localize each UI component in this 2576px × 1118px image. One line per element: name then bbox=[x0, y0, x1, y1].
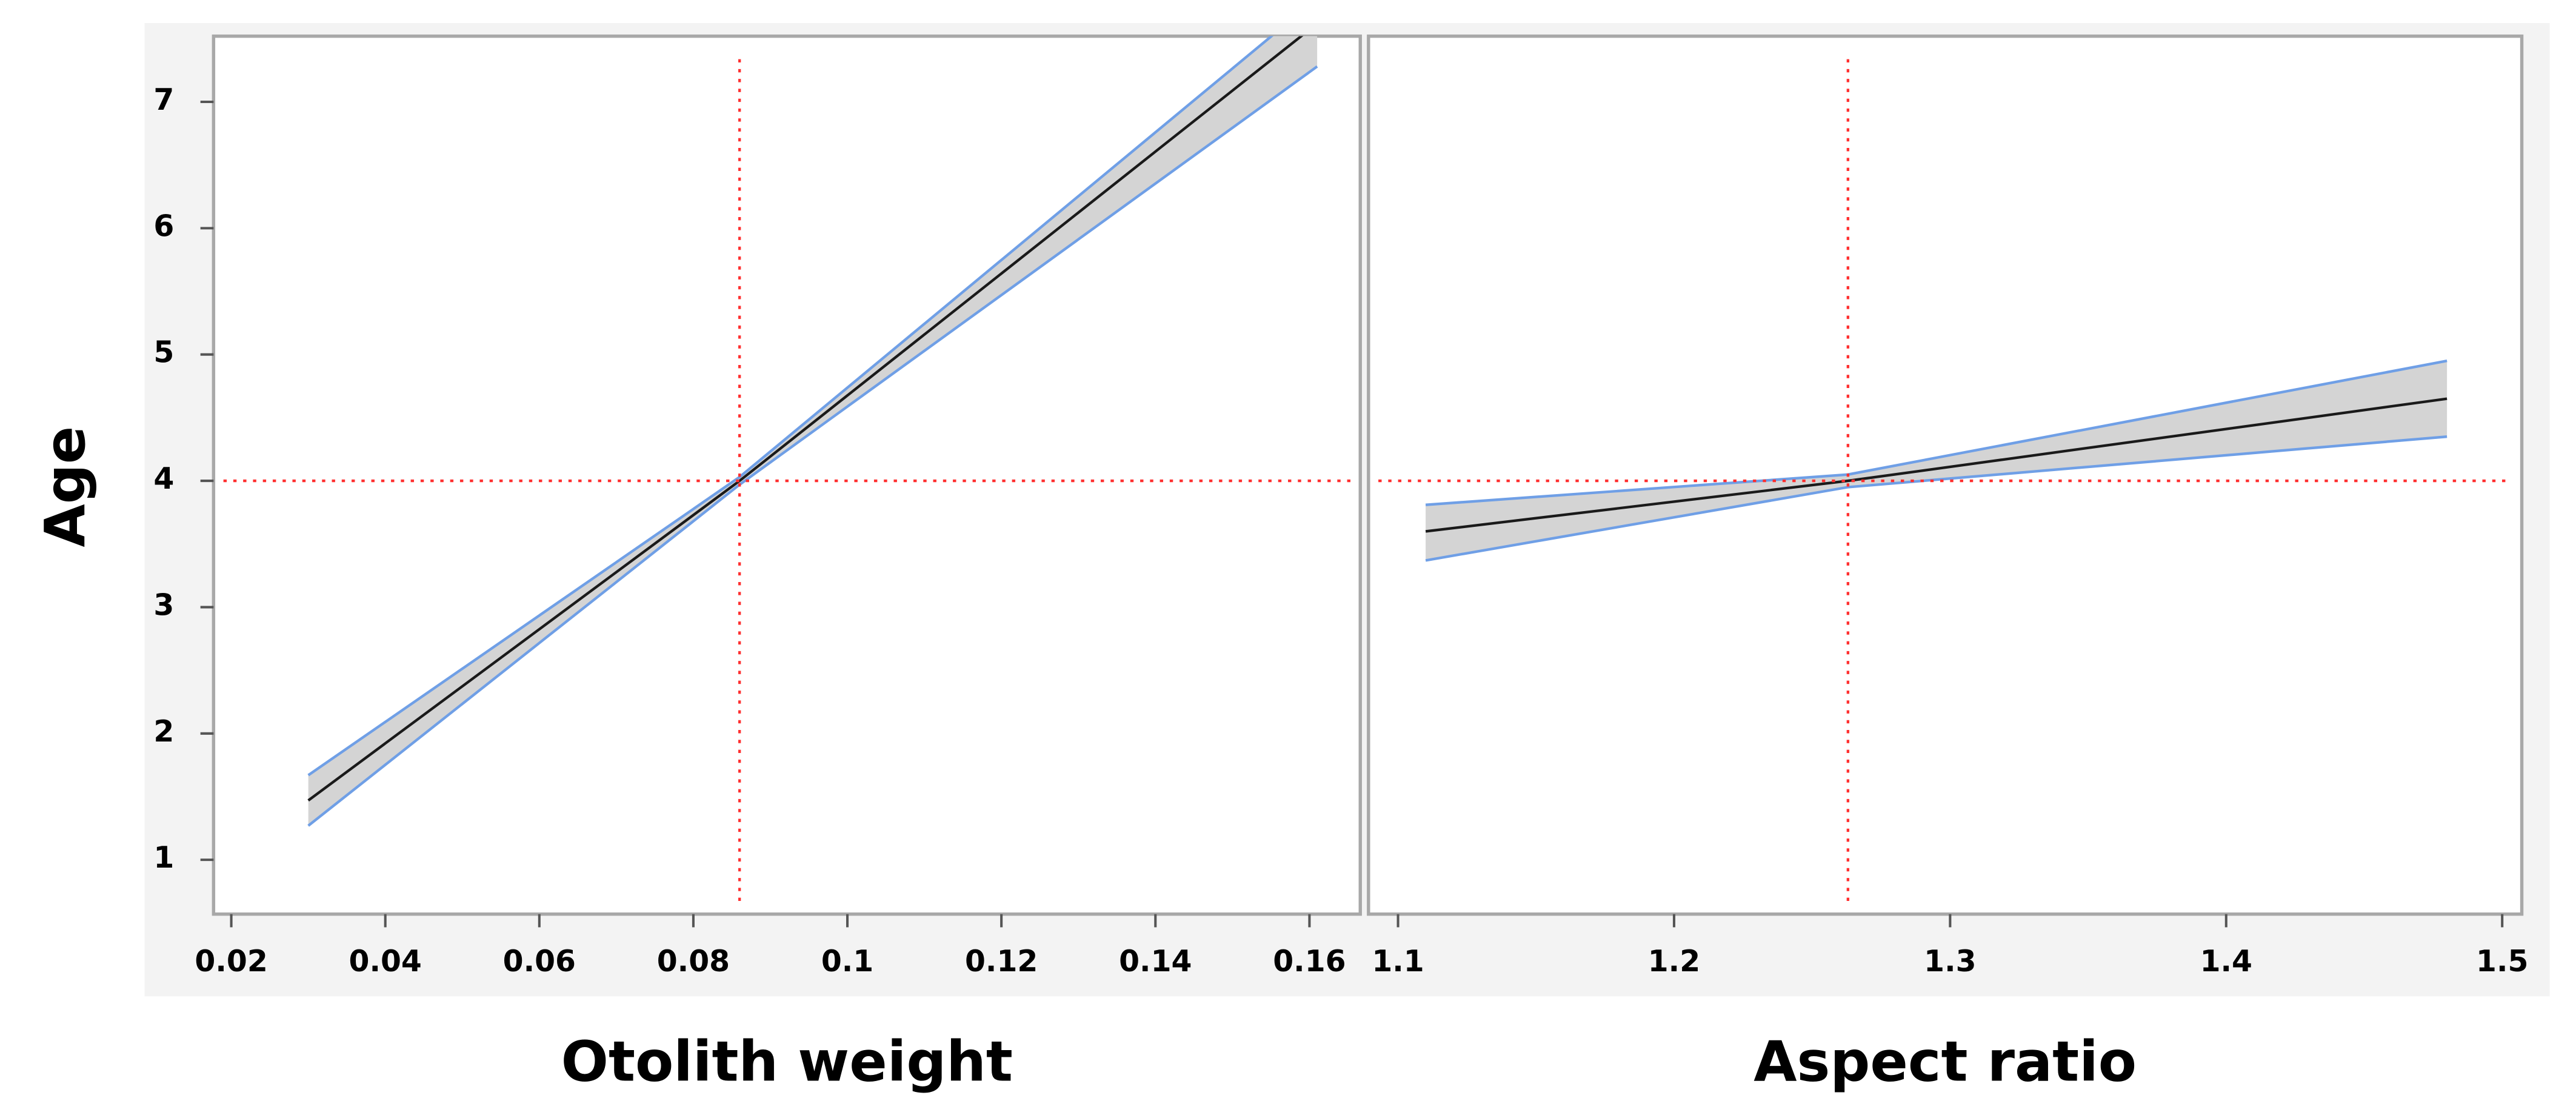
x-tick-label: 0.12 bbox=[965, 944, 1038, 979]
band-lower-edge bbox=[1425, 435, 2448, 562]
x-tick-label: 0.04 bbox=[349, 944, 422, 979]
x-tick-label: 1.5 bbox=[2476, 944, 2528, 979]
y-tick-label: 3 bbox=[153, 587, 174, 622]
x-axis-label: Aspect ratio bbox=[1753, 1029, 2137, 1094]
confidence-band bbox=[1426, 361, 2448, 561]
y-tick-label: 2 bbox=[153, 714, 174, 749]
x-tick-label: 0.06 bbox=[503, 944, 576, 979]
x-tick-label: 0.02 bbox=[195, 944, 267, 979]
y-tick-label: 4 bbox=[153, 461, 174, 496]
x-tick-label: 0.1 bbox=[821, 944, 873, 979]
x-tick-label: 1.2 bbox=[1648, 944, 1700, 979]
y-tick-label: 1 bbox=[153, 840, 174, 875]
x-tick-label: 0.16 bbox=[1273, 944, 1346, 979]
band-upper-edge bbox=[307, 36, 1274, 777]
plot-layer bbox=[1425, 360, 2448, 562]
x-tick-label: 1.3 bbox=[1924, 944, 1976, 979]
y-tick-label: 7 bbox=[153, 82, 174, 117]
x-tick-label: 1.1 bbox=[1372, 944, 1424, 979]
x-tick-label: 1.4 bbox=[2200, 944, 2252, 979]
prediction-line bbox=[307, 36, 1304, 802]
x-axis-label: Otolith weight bbox=[561, 1029, 1013, 1094]
x-tick-label: 0.08 bbox=[657, 944, 730, 979]
y-axis-label: Age bbox=[32, 426, 98, 547]
y-tick-label: 5 bbox=[153, 335, 174, 370]
x-tick-label: 0.14 bbox=[1119, 944, 1192, 979]
prediction-line bbox=[1425, 397, 2448, 533]
y-tick-label: 6 bbox=[153, 209, 174, 243]
plot-area bbox=[212, 34, 1362, 916]
